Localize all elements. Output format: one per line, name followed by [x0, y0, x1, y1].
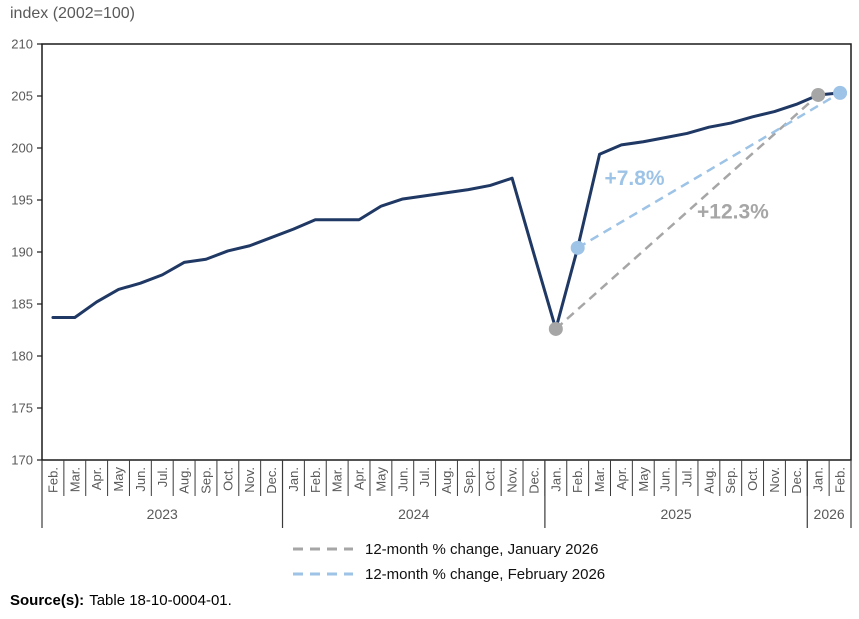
month-label: Jul. — [680, 467, 695, 487]
chart-title: index (2002=100) — [10, 5, 135, 22]
marker-end-0 — [811, 87, 826, 102]
pct-change-line-0 — [554, 94, 820, 330]
month-label: Apr. — [614, 467, 629, 490]
y-tick-label: 180 — [11, 349, 33, 364]
month-label: May — [636, 467, 651, 492]
y-tick-label: 185 — [11, 297, 33, 312]
month-label: Jun. — [658, 467, 673, 492]
month-label: Dec. — [264, 467, 279, 494]
month-label: Mar. — [592, 467, 607, 492]
month-label: Jun. — [133, 467, 148, 492]
y-tick-label: 195 — [11, 193, 33, 208]
month-label: Dec. — [789, 467, 804, 494]
y-tick-label: 190 — [11, 245, 33, 260]
y-tick-label: 200 — [11, 141, 33, 156]
chart-canvas: 170 175 180 185 190 195 200 205 210 2023 2024 2025 2… — [11, 37, 852, 528]
marker-start-1 — [570, 240, 585, 255]
legend-item-0: 12-month % change, January 2026 — [291, 538, 605, 560]
month-label: May — [373, 467, 388, 492]
month-label: Mar. — [67, 467, 82, 492]
month-label: Aug. — [439, 467, 454, 494]
month-label: Jul. — [155, 467, 170, 487]
pct-change-annotation-1: +7.8% — [604, 167, 664, 190]
month-label: Feb. — [45, 467, 60, 493]
month-label: Aug. — [177, 467, 192, 494]
pct-change-line-1 — [577, 91, 841, 249]
year-label: 2024 — [398, 506, 429, 522]
month-label: Aug. — [701, 467, 716, 494]
source-note: Source(s): Table 18-10-0004-01. — [10, 592, 232, 609]
month-label: Apr. — [89, 467, 104, 490]
month-label: Oct. — [745, 467, 760, 491]
month-label: Jan. — [811, 467, 826, 492]
y-tick-label: 175 — [11, 401, 33, 416]
marker-start-0 — [548, 321, 563, 336]
legend-label: 12-month % change, February 2026 — [365, 565, 606, 583]
month-label: Feb. — [833, 467, 848, 493]
year-label: 2023 — [147, 506, 178, 522]
year-label: 2025 — [661, 506, 692, 522]
month-label: Mar. — [330, 467, 345, 492]
legend-label: 12-month % change, January 2026 — [365, 540, 599, 558]
month-label: Nov. — [767, 467, 782, 493]
month-label: Sep. — [461, 467, 476, 494]
month-label: Apr. — [352, 467, 367, 490]
index-line — [51, 91, 842, 331]
month-label: Jan. — [548, 467, 563, 492]
month-label: Dec. — [526, 467, 541, 494]
month-label: Oct. — [483, 467, 498, 491]
source-label: Source(s): — [10, 592, 85, 609]
month-label: Jun. — [395, 467, 410, 492]
month-label: Feb. — [570, 467, 585, 493]
month-label: Sep. — [723, 467, 738, 494]
month-label: Oct. — [220, 467, 235, 491]
month-label: Nov. — [505, 467, 520, 493]
y-tick-label: 170 — [11, 453, 33, 468]
legend-swatch-dashed-line — [293, 547, 353, 551]
source-text: Table 18-10-0004-01. — [89, 592, 232, 609]
plot-border — [41, 43, 852, 461]
legend-item-1: 12-month % change, February 2026 — [291, 563, 605, 585]
y-tick-label: 210 — [11, 37, 33, 52]
month-label: Jul. — [417, 467, 432, 487]
month-label: Feb. — [308, 467, 323, 493]
month-label: Nov. — [242, 467, 257, 493]
legend-swatch-dashed-line — [293, 572, 353, 576]
month-label: Jan. — [286, 467, 301, 492]
year-label: 2026 — [814, 506, 845, 522]
y-tick-label: 205 — [11, 89, 33, 104]
marker-end-1 — [833, 85, 848, 100]
pct-change-annotation-0: +12.3% — [697, 200, 769, 223]
month-label: May — [111, 467, 126, 492]
month-label: Sep. — [198, 467, 213, 494]
chart-legend: 12-month % change, January 2026 12-month … — [291, 538, 605, 585]
